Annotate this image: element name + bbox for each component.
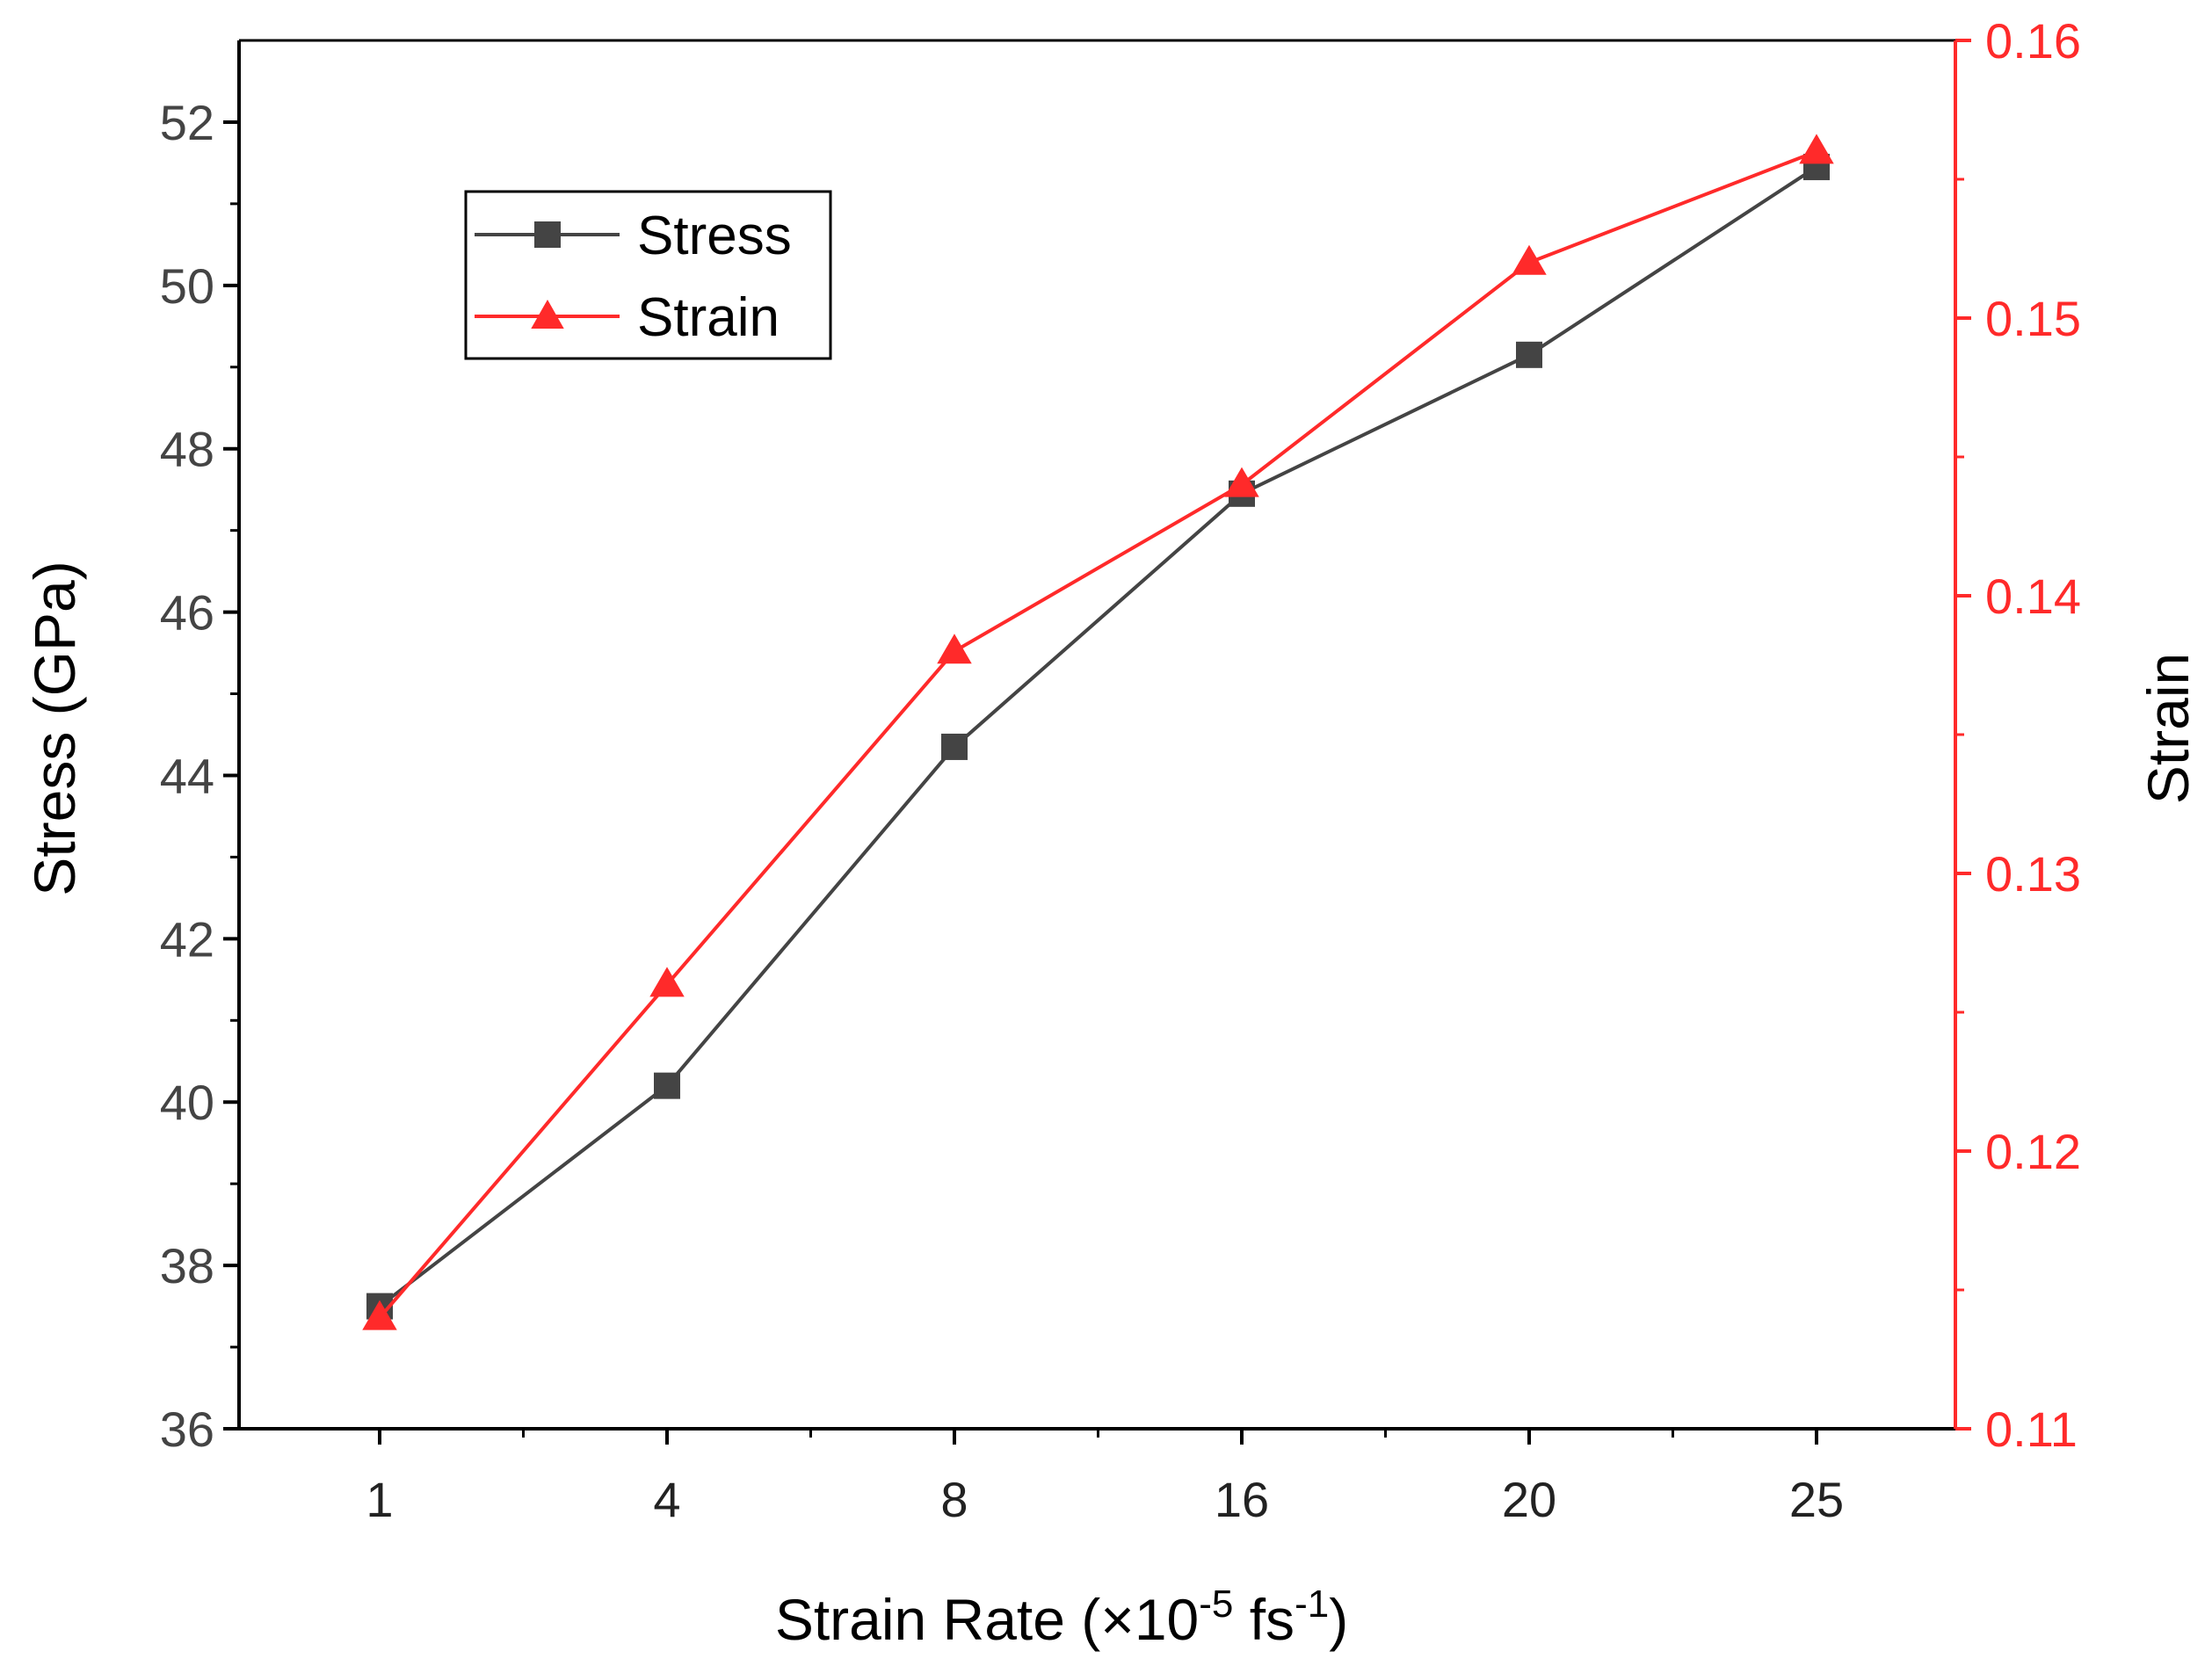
legend-strain-marker xyxy=(531,299,564,329)
right-tick-label: 0.16 xyxy=(1985,13,2081,69)
right-tick-label: 0.13 xyxy=(1985,846,2081,902)
x-tick-label: 20 xyxy=(1502,1472,1556,1527)
right-tick-label: 0.14 xyxy=(1985,569,2081,624)
left-y-axis: 36 38 40 42 44 46 48 50 52 xyxy=(160,95,239,1457)
x-axis-title-mid: fs xyxy=(1233,1587,1295,1652)
strain-series-line xyxy=(378,149,1817,1319)
strain-data-point xyxy=(1799,134,1834,164)
strain-data-point xyxy=(1224,467,1259,497)
legend-strain-label: Strain xyxy=(637,287,780,348)
x-axis-title-sup2: -1 xyxy=(1295,1583,1329,1626)
stress-data-point xyxy=(1516,341,1542,368)
strain-data-point xyxy=(937,634,972,664)
x-axis-title-sup1: -5 xyxy=(1199,1583,1233,1626)
right-tick-label: 0.12 xyxy=(1985,1124,2081,1179)
series-layer xyxy=(362,134,1834,1330)
left-tick-label: 46 xyxy=(160,585,214,641)
legend-stress-label: Stress xyxy=(637,206,792,266)
legend: Stress Strain xyxy=(464,190,832,360)
stress-data-point xyxy=(654,1072,680,1099)
x-tick-label: 1 xyxy=(366,1472,393,1527)
legend-box xyxy=(464,190,832,360)
right-tick-label: 0.15 xyxy=(1985,291,2081,346)
strain-data-point xyxy=(1512,244,1547,275)
x-tick-label: 4 xyxy=(653,1472,680,1527)
left-tick-label: 44 xyxy=(160,748,214,803)
right-tick-label: 0.11 xyxy=(1985,1402,2078,1457)
x-axis: 1 4 8 16 20 25 xyxy=(366,1429,1844,1527)
legend-stress-marker xyxy=(534,221,561,248)
stress-data-point xyxy=(941,733,968,760)
right-y-axis: 0.11 0.12 0.13 0.14 0.15 0.16 xyxy=(1955,13,2081,1457)
stress-series-line xyxy=(378,165,1818,1308)
y-right-axis-title: Strain xyxy=(2136,653,2201,804)
left-tick-label: 36 xyxy=(160,1402,214,1457)
left-tick-label: 50 xyxy=(160,258,214,314)
x-tick-label: 25 xyxy=(1789,1472,1844,1527)
strain-data-point xyxy=(649,967,685,997)
x-tick-label: 16 xyxy=(1215,1472,1269,1527)
left-tick-label: 40 xyxy=(160,1075,214,1130)
strain-data-point xyxy=(362,1300,397,1330)
left-tick-label: 38 xyxy=(160,1238,214,1293)
y-left-axis-title: Stress (GPa) xyxy=(22,561,87,895)
x-axis-title-end: ) xyxy=(1329,1587,1348,1652)
x-axis-title: Strain Rate (×10-5 fs-1) xyxy=(775,1583,1348,1652)
x-tick-label: 8 xyxy=(940,1472,968,1527)
left-tick-label: 42 xyxy=(160,911,214,967)
left-tick-label: 52 xyxy=(160,95,214,150)
x-axis-title-main: Strain Rate (×10 xyxy=(775,1587,1199,1652)
left-tick-label: 48 xyxy=(160,422,214,477)
